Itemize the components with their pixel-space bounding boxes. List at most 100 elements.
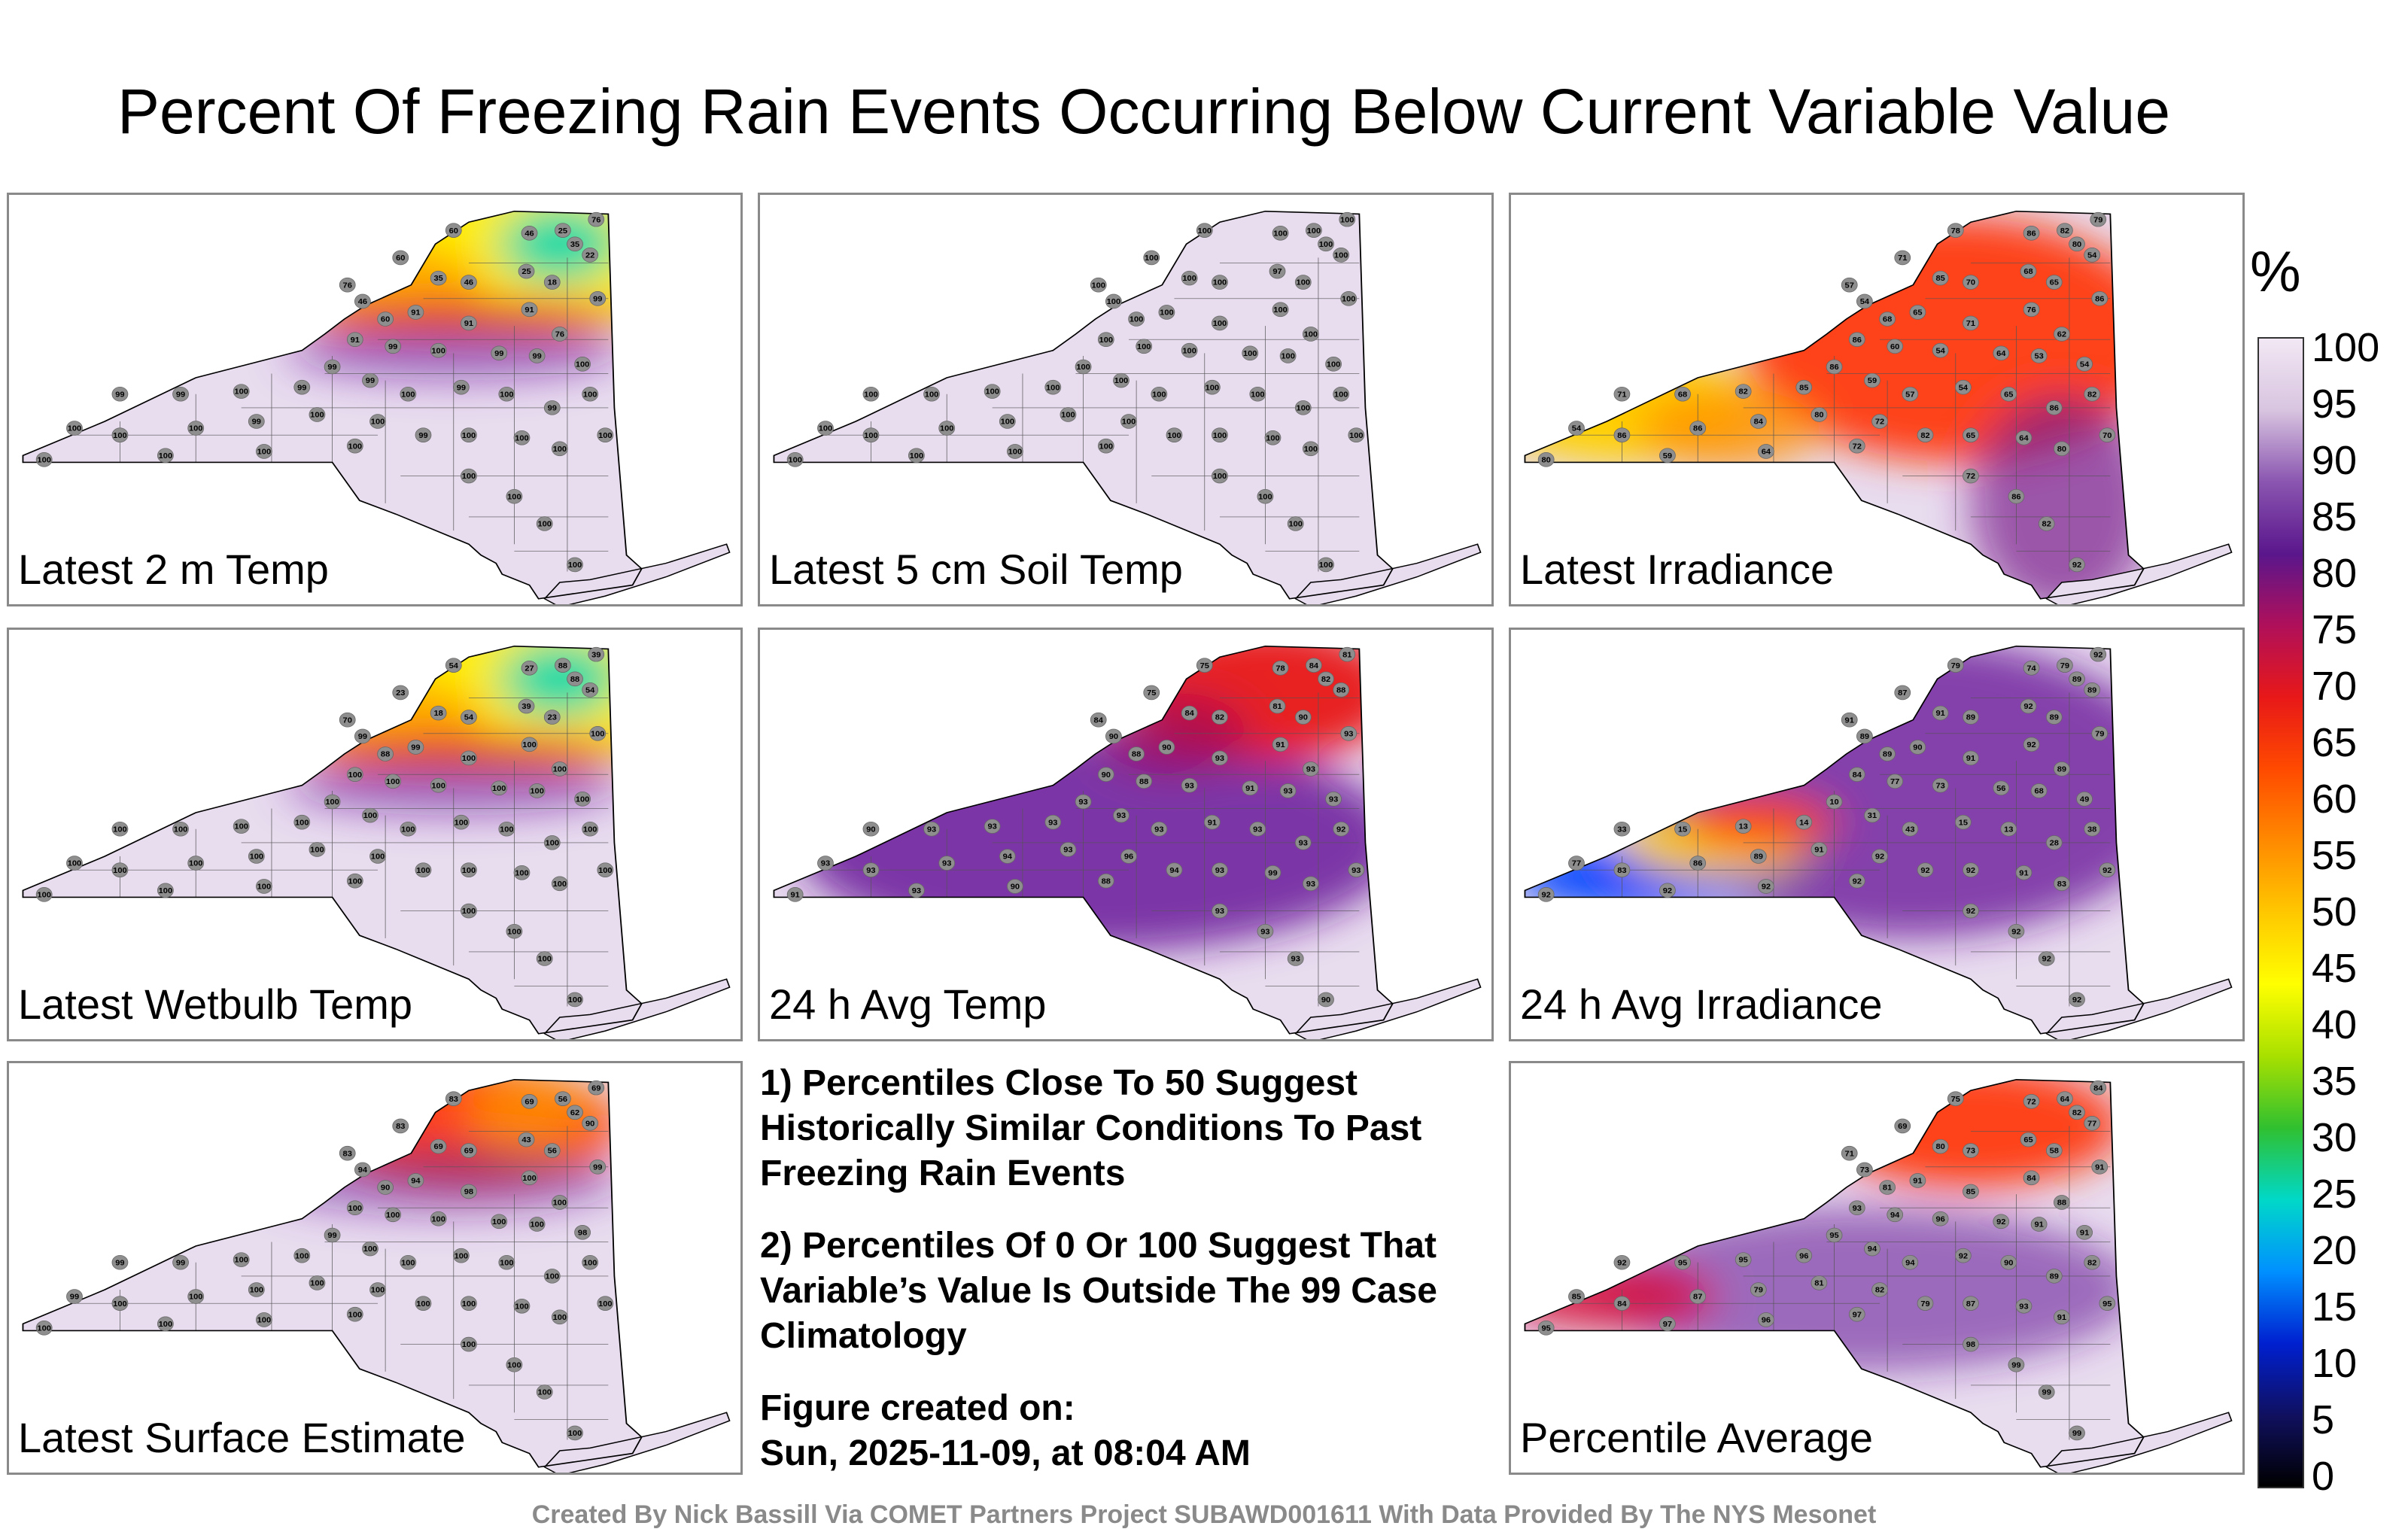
station-marker [1339, 646, 1356, 662]
station-marker [1302, 441, 1319, 457]
station-value: 93 [1291, 955, 1300, 963]
station-marker [1044, 379, 1062, 395]
station-marker [1993, 780, 2010, 796]
station-marker [1007, 444, 1023, 459]
long-island [1294, 543, 1482, 604]
station-marker [1339, 211, 1356, 227]
station-marker [1735, 384, 1752, 399]
station-value: 100 [1008, 448, 1023, 456]
station-value: 90 [1299, 713, 1308, 722]
station-value: 78 [1275, 664, 1285, 673]
station-marker [1932, 1211, 1949, 1226]
station-marker [377, 1180, 394, 1195]
station-marker [187, 421, 205, 436]
station-value: 95 [1738, 1256, 1747, 1264]
station-value: 76 [2026, 305, 2036, 314]
station-marker [1864, 1241, 1880, 1257]
station-value: 100 [1145, 254, 1159, 263]
station-marker [1044, 814, 1062, 830]
station-value: 92 [1996, 1217, 2005, 1226]
station-value: 89 [2057, 765, 2066, 774]
station-value: 100 [500, 825, 514, 834]
station-value: 100 [68, 424, 82, 433]
station-marker [1674, 821, 1691, 837]
station-value: 62 [570, 1108, 579, 1117]
station-marker [1864, 372, 1880, 388]
station-value: 91 [1913, 1177, 1922, 1185]
long-island [2045, 543, 2233, 604]
station-marker [2045, 1143, 2063, 1158]
station-value: 80 [1814, 411, 1823, 419]
station-marker [1333, 247, 1350, 263]
station-marker [1568, 421, 1585, 436]
colorbar [2258, 337, 2304, 1488]
station-marker [430, 270, 447, 286]
station-marker [157, 448, 174, 464]
station-value: 100 [174, 825, 188, 834]
station-marker [1963, 1184, 1979, 1199]
station-value: 100 [492, 784, 506, 792]
station-value: 75 [1147, 689, 1156, 698]
station-marker [2076, 1225, 2093, 1240]
station-marker [172, 821, 189, 837]
station-marker [111, 1254, 129, 1270]
long-island [543, 978, 731, 1039]
station-value: 100 [348, 442, 363, 451]
station-marker [2030, 783, 2048, 798]
station-marker [2053, 327, 2070, 342]
station-marker [1811, 1275, 1828, 1290]
station-marker [1848, 1306, 1865, 1322]
station-marker [1735, 819, 1752, 834]
station-marker [1993, 1214, 2010, 1230]
colorbar-tick-label: 45 [2312, 946, 2358, 991]
station-marker [938, 856, 956, 871]
colorbar-tick-label: 35 [2312, 1059, 2358, 1104]
station-marker [574, 1225, 591, 1240]
station-marker [1659, 883, 1676, 898]
station-value: 100 [1251, 391, 1265, 399]
station-marker [2020, 1132, 2037, 1147]
station-value: 35 [433, 275, 442, 283]
station-marker [346, 767, 363, 783]
station-value: 100 [257, 883, 272, 891]
station-value: 88 [1336, 686, 1345, 695]
station-value: 100 [1061, 411, 1075, 419]
station-value: 73 [1966, 1147, 1975, 1155]
colorbar-tick-label: 50 [2312, 889, 2358, 935]
station-value: 86 [1693, 424, 1702, 433]
station-value: 100 [568, 996, 582, 1005]
station-marker [2053, 876, 2070, 892]
map-panel-percentile-average: 75 72 64 84 82 69 80 73 65 58 77 71 73 81 91 85 84 88 91 93… [1509, 1061, 2245, 1475]
station-value: 93 [866, 866, 875, 874]
station-value: 64 [1996, 349, 2005, 357]
station-marker [555, 1091, 571, 1106]
station-marker [2084, 1115, 2101, 1131]
station-marker [1340, 726, 1358, 741]
station-value: 68 [2034, 787, 2043, 795]
station-value: 100 [522, 740, 537, 749]
station-marker [1537, 1320, 1555, 1336]
station-value: 88 [558, 661, 567, 670]
station-marker [1856, 728, 1873, 744]
state-outline [773, 645, 1394, 1035]
station-value: 72 [1966, 473, 1975, 481]
station-marker [1302, 327, 1319, 342]
station-marker [521, 737, 538, 752]
station-value: 100 [431, 782, 445, 790]
station-value: 83 [449, 1095, 458, 1103]
station-value: 73 [1935, 782, 1944, 790]
colorbar-tick-label: 5 [2312, 1397, 2335, 1442]
station-marker [1196, 658, 1213, 673]
station-value: 100 [553, 1199, 567, 1207]
station-value: 71 [1845, 1150, 1854, 1158]
station-value: 25 [558, 226, 567, 235]
station-value: 100 [310, 411, 324, 419]
station-value: 100 [925, 391, 939, 399]
station-value: 69 [464, 1147, 473, 1155]
station-value: 100 [462, 755, 476, 763]
station-marker [2045, 1269, 2063, 1284]
station-value: 99 [388, 342, 397, 351]
colorbar-tick-label: 65 [2312, 720, 2358, 765]
station-marker [2023, 1093, 2040, 1109]
station-marker [518, 263, 535, 279]
